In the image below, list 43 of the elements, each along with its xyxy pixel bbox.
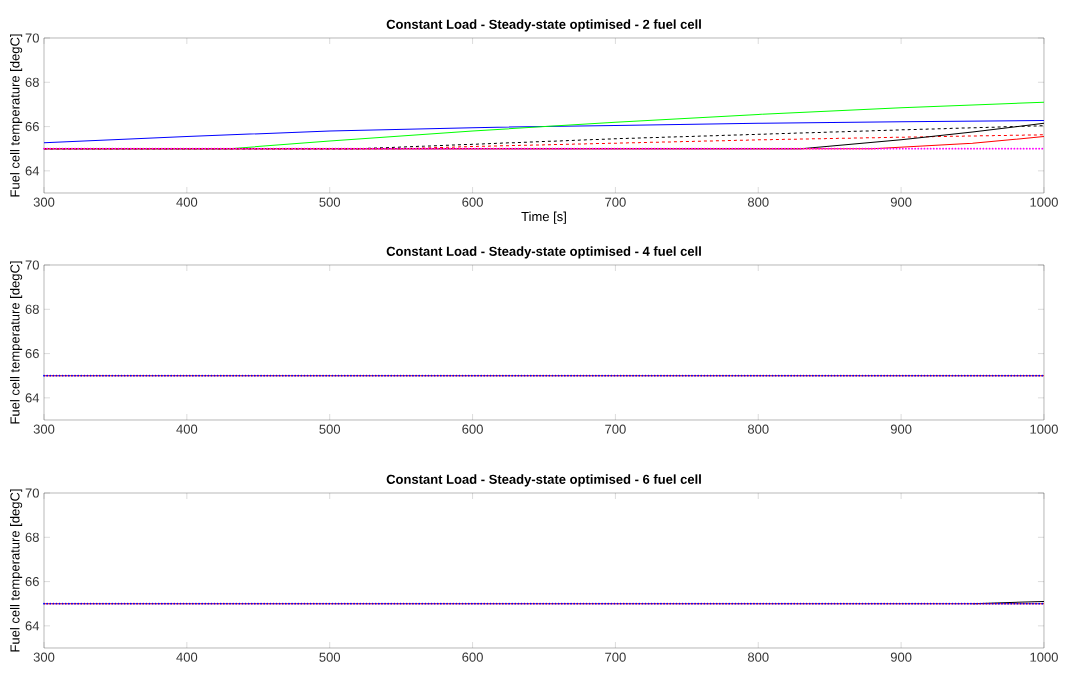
x-tick-label: 500 (319, 424, 341, 434)
x-tick-label: 700 (605, 197, 626, 207)
y-axis-title: Fuel cell temperature [degC] (10, 34, 23, 197)
y-tick-label: 64 (25, 166, 40, 176)
x-tick-label: 700 (605, 652, 626, 662)
y-tick-label: 64 (25, 621, 40, 631)
x-tick-label: 1000 (1030, 424, 1058, 434)
y-axis-title: Fuel cell temperature [degC] (10, 261, 23, 424)
x-tick-label: 400 (176, 197, 198, 207)
x-tick-label: 400 (176, 652, 198, 662)
x-tick-label: 600 (462, 197, 483, 207)
y-tick-label: 68 (25, 532, 39, 542)
x-tick-label: 300 (33, 652, 55, 662)
y-tick-label: 68 (25, 77, 39, 87)
x-tick-label: 900 (890, 197, 912, 207)
x-tick-label: 1000 (1030, 197, 1058, 207)
x-tick-label: 300 (33, 197, 55, 207)
x-axis-title: Time [s] (521, 211, 566, 224)
x-tick-label: 800 (747, 424, 769, 434)
x-tick-label: 300 (33, 424, 55, 434)
x-tick-label: 600 (462, 652, 483, 662)
x-tick-label: 900 (890, 652, 912, 662)
x-tick-label: 500 (319, 197, 341, 207)
chart-title: Constant Load - Steady-state optimised - 4 fuel cell (386, 246, 701, 259)
y-tick-label: 70 (25, 260, 39, 270)
x-tick-label: 800 (747, 197, 769, 207)
y-tick-label: 66 (25, 348, 39, 359)
x-tick-label: 900 (890, 424, 912, 434)
x-tick-label: 1000 (1030, 652, 1058, 662)
y-tick-label: 64 (25, 393, 40, 403)
x-tick-label: 700 (605, 424, 626, 434)
y-tick-label: 70 (25, 33, 39, 43)
x-tick-label: 800 (747, 652, 769, 662)
y-tick-label: 66 (25, 121, 39, 132)
y-tick-label: 66 (25, 576, 39, 587)
chart-title: Constant Load - Steady-state optimised - 2 fuel cell (386, 19, 701, 32)
chart-title: Constant Load - Steady-state optimised - 6 fuel cell (386, 474, 701, 487)
x-tick-label: 600 (462, 424, 483, 434)
y-tick-label: 68 (25, 304, 39, 314)
x-tick-label: 400 (176, 424, 198, 434)
x-tick-label: 500 (319, 652, 341, 662)
y-tick-label: 70 (25, 488, 39, 498)
y-axis-title: Fuel cell temperature [degC] (10, 489, 23, 652)
